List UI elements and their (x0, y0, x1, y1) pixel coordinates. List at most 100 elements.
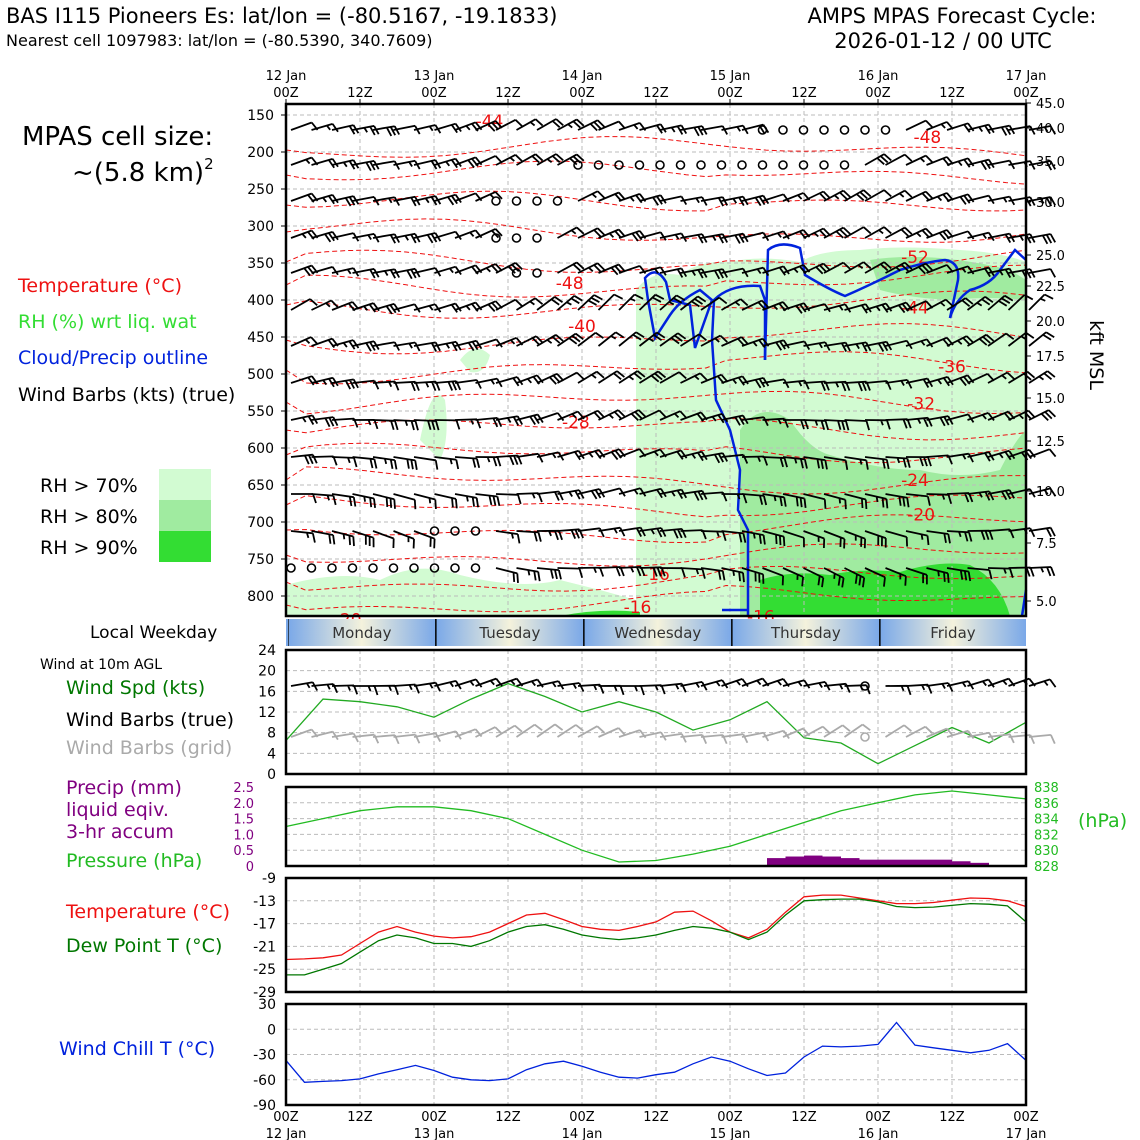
wind-barb (860, 125, 870, 135)
time-label-hour: 00Z (421, 1110, 447, 1125)
wind-barb (450, 563, 460, 573)
y-tick-label: 30 (258, 997, 276, 1013)
cell-size-line1: MPAS cell size: (22, 122, 213, 152)
wind-barb (639, 231, 667, 241)
wind-barb (598, 448, 626, 461)
temperature-contour (285, 584, 1027, 613)
wind-barb (454, 301, 483, 312)
kft-tick-label: 30.0 (1036, 196, 1065, 211)
wind-barb (434, 456, 460, 470)
time-label-hour: 12Z (643, 1110, 669, 1125)
wind-barb (700, 413, 729, 424)
wind-barb (495, 119, 523, 131)
legend-dewpoint: Dew Point T (°C) (66, 935, 222, 957)
wind-barb (839, 125, 850, 135)
pressure-tick-label: 750 (247, 552, 274, 568)
wind-barb (1028, 125, 1056, 135)
top-time-axis: 12 Jan 00Z 12Z 13 Jan 00Z 12Z 14 Jan 00Z 12Z 15 J… (266, 69, 1046, 104)
wind-barb (885, 153, 913, 166)
temperature-contour (285, 514, 1027, 544)
wind-barb (946, 530, 973, 542)
rh-region (286, 568, 636, 616)
wind-barb (839, 160, 850, 170)
wind-barb (372, 196, 400, 206)
wind-barb (885, 493, 910, 508)
kft-tick-label: 20.0 (1036, 315, 1065, 330)
cycle-time: 2026-01-12 / 00 UTC (834, 29, 1052, 53)
pressure-tick-label: 150 (247, 108, 274, 124)
wind-barb (659, 410, 688, 421)
wind-barb (598, 228, 626, 239)
wind-barb (844, 567, 866, 588)
wind-barb (844, 341, 872, 352)
wind-barb (926, 415, 954, 427)
wind-barb (721, 298, 749, 311)
wind-barb (864, 456, 890, 470)
wind-barb (926, 530, 951, 544)
precip-bar (952, 861, 971, 866)
wind-barb (659, 567, 686, 578)
legend-rh80-label: RH > 80% (40, 506, 138, 528)
wind-barb (721, 375, 749, 386)
wind-barb (536, 412, 565, 422)
wind-barb (926, 192, 954, 203)
precip-bar (915, 859, 934, 866)
wind-barb (593, 160, 604, 170)
wind-barb (475, 120, 503, 132)
wind-barb (597, 331, 625, 347)
wind-barb (511, 196, 522, 206)
wind-barb (511, 268, 522, 278)
wind-barb (803, 190, 831, 202)
pressure-tick-label: 838 (1034, 781, 1059, 796)
wind-barb (470, 526, 481, 536)
pressure-axis-label: (hPa) (1078, 810, 1127, 832)
weekday-segment (287, 619, 436, 646)
wind-barb (516, 530, 542, 542)
wind-barb (557, 449, 585, 461)
time-label-day: 17 Jan (1006, 1127, 1047, 1140)
wind-barb (762, 456, 788, 468)
wind-barb (495, 454, 523, 466)
wind-barb (696, 160, 706, 170)
pressure-tick-label: 200 (247, 145, 274, 161)
precip-tick-label: 1.5 (233, 813, 254, 828)
wind-barb (516, 567, 541, 582)
kft-tick-label: 40.0 (1036, 122, 1065, 137)
wind-barb (557, 682, 585, 692)
kft-axis-label: kft MSL (1085, 320, 1107, 390)
wind-barb (536, 529, 563, 541)
wind-barb (557, 261, 585, 274)
wind-barb (885, 684, 912, 696)
time-label-hour: 00Z (421, 86, 447, 101)
wind-speed-line (285, 682, 1027, 765)
pressure-tick-label: 800 (247, 589, 274, 605)
wind-barb (495, 567, 519, 583)
time-label-hour: 12Z (495, 86, 521, 101)
temperature-contour (285, 218, 1027, 243)
legend-wind-barbs-grid: Wind Barbs (grid) (66, 737, 232, 759)
wind-barb (782, 264, 811, 275)
wind-barb (1028, 734, 1056, 744)
wind-barb (290, 264, 319, 277)
wind-barb (413, 341, 441, 352)
wind-barb (413, 530, 436, 549)
wind-barb (429, 563, 440, 573)
wind-barb (782, 530, 805, 548)
wind-barb (347, 563, 358, 573)
pressure-tick-label: 834 (1034, 813, 1059, 828)
wind-barb (864, 419, 891, 430)
wind-barb (1028, 448, 1057, 458)
wind-barb (495, 415, 523, 426)
wind-barb (1028, 160, 1056, 171)
wind-barb (680, 681, 708, 691)
y-tick-label: 20 (258, 664, 276, 680)
panel-frame (284, 648, 1028, 776)
pressure-tick-label: 600 (247, 441, 274, 457)
wind-barb (778, 160, 788, 170)
wind-barb (946, 567, 972, 582)
time-label-hour: 12Z (347, 86, 373, 101)
wind-barb (536, 153, 564, 166)
wind-barb (393, 303, 421, 313)
wind-barb (798, 125, 809, 135)
wind-barb (803, 567, 825, 588)
